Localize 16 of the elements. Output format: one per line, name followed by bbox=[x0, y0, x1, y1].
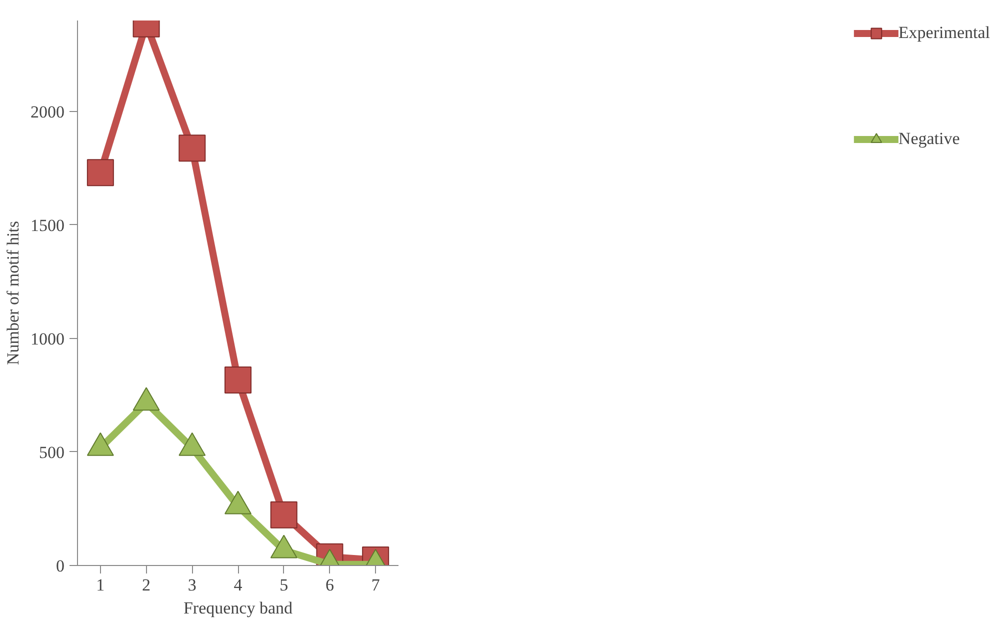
y-tick-label: 1500 bbox=[30, 216, 64, 235]
y-tick-label: 500 bbox=[39, 442, 64, 462]
y-tick-label: 2000 bbox=[30, 102, 64, 122]
y-tick-label: 1000 bbox=[30, 329, 64, 348]
x-tick-label: 4 bbox=[234, 576, 243, 594]
x-tick-label: 3 bbox=[188, 576, 196, 594]
y-axis-title: Number of motif hits bbox=[4, 220, 22, 366]
legend-label: Experimental bbox=[898, 23, 990, 43]
x-axis-title: Frequency band bbox=[183, 598, 294, 618]
x-tick-label: 2 bbox=[142, 576, 151, 594]
x-tick-label: 7 bbox=[371, 576, 380, 594]
x-tick-label: 1 bbox=[96, 576, 105, 594]
legend-label: Negative bbox=[898, 129, 960, 149]
x-tick-label: 5 bbox=[280, 576, 288, 594]
y-tick-label: 0 bbox=[56, 556, 64, 576]
x-tick-label: 6 bbox=[325, 576, 334, 594]
